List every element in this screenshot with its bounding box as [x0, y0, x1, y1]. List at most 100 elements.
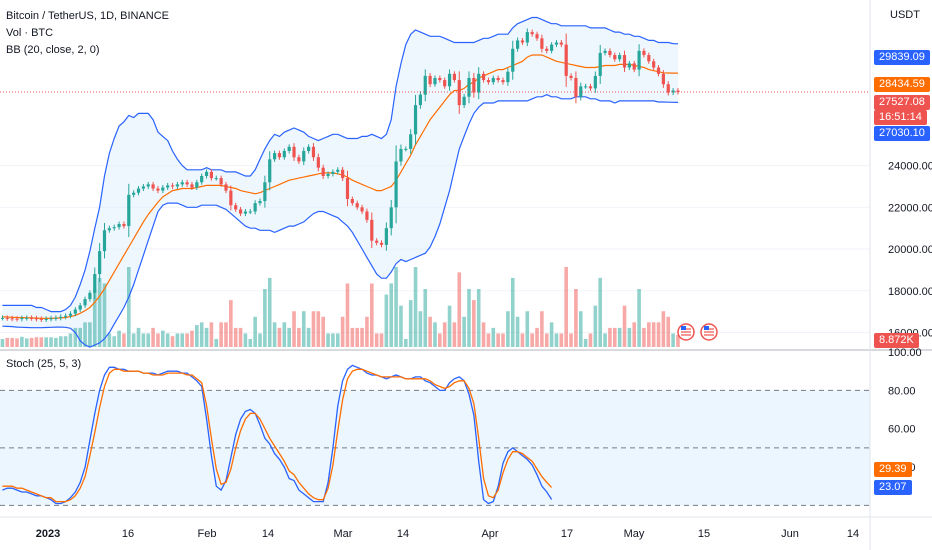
volume-bar: [209, 322, 214, 347]
volume-bar: [122, 333, 126, 347]
volume-bar: [326, 333, 330, 347]
candle-body: [404, 148, 408, 150]
volume-bar: [574, 289, 578, 347]
volume-bar: [63, 336, 68, 347]
candle-body: [170, 185, 175, 187]
volume-bar: [374, 333, 379, 347]
volume-bar: [535, 327, 539, 347]
time-tick-label[interactable]: 15: [698, 528, 710, 540]
time-tick-label[interactable]: Jun: [781, 528, 799, 540]
volume-bar: [496, 333, 500, 347]
candle-body: [151, 184, 155, 189]
time-tick-label[interactable]: 14: [262, 528, 274, 540]
volume-bar: [49, 337, 53, 347]
volume-bar: [195, 325, 199, 347]
candle-body: [481, 73, 486, 81]
volume-bar: [603, 333, 607, 347]
candle-body: [258, 201, 262, 204]
volume-bar: [54, 337, 58, 347]
symbol-legend[interactable]: Bitcoin / TetherUS, 1D, BINANCE: [6, 10, 170, 22]
candle-body: [336, 169, 340, 172]
time-tick-label[interactable]: 2023: [36, 528, 60, 540]
volume-bar: [661, 311, 666, 347]
candle-body: [263, 182, 267, 202]
candle-body: [331, 171, 335, 174]
candle-body: [229, 190, 233, 206]
candle-body: [350, 198, 354, 204]
candle-body: [195, 182, 199, 188]
candle-body: [370, 219, 374, 241]
volume-bar: [199, 322, 204, 347]
volume-bar: [506, 311, 510, 347]
time-axis-labels[interactable]: 2023 16 Feb 14 Mar 14 Apr 17 May 15 Jun 14: [36, 528, 859, 540]
volume-bar: [112, 336, 117, 347]
volume-bar: [253, 316, 257, 347]
candle-body: [627, 63, 631, 68]
candle-body: [34, 318, 39, 320]
candle-body: [5, 317, 9, 319]
volume-bar: [418, 311, 423, 347]
stoch-legend[interactable]: Stoch (25, 5, 3): [6, 358, 82, 370]
volume-bar: [151, 327, 155, 347]
volume-bar: [515, 316, 520, 347]
candle-body: [243, 211, 248, 214]
volume-bar: [481, 322, 486, 347]
candle-body: [554, 42, 559, 45]
bb-lower-tag: 27030.10: [874, 126, 930, 141]
candle-body: [234, 205, 238, 210]
time-tick-label[interactable]: 17: [561, 528, 573, 540]
volume-bar: [642, 327, 646, 347]
candle-body: [496, 77, 500, 81]
time-tick-label[interactable]: May: [624, 528, 645, 540]
bb-legend[interactable]: BB (20, close, 2, 0): [6, 44, 100, 56]
time-tick-label[interactable]: Apr: [481, 528, 498, 540]
volume-bar: [306, 327, 311, 347]
bb-upper-line: [2, 16, 679, 313]
volume-bar: [233, 327, 238, 347]
volume-bar: [520, 333, 525, 347]
candle-body: [83, 299, 87, 306]
time-tick-label[interactable]: 14: [847, 528, 859, 540]
volume-bar: [10, 337, 14, 347]
time-tick-label[interactable]: 16: [122, 528, 134, 540]
volume-bar: [126, 267, 131, 347]
currency-label: USDT: [890, 9, 920, 21]
candle-body: [73, 309, 77, 314]
us-flag-icon[interactable]: [677, 323, 695, 341]
time-tick-label[interactable]: Feb: [198, 528, 217, 540]
candle-body: [321, 167, 325, 177]
volume-bar: [29, 337, 34, 347]
candle-body: [219, 178, 223, 185]
volume-bar: [399, 305, 403, 347]
us-flag-icon[interactable]: [700, 323, 718, 341]
volume-bar: [569, 333, 573, 347]
candle-body: [316, 157, 320, 168]
volume-bar: [656, 322, 661, 347]
time-tick-label[interactable]: Mar: [334, 528, 353, 540]
candle-body: [117, 224, 121, 228]
volume-bar: [68, 333, 73, 347]
volume-bar: [627, 327, 632, 347]
price-tick-label: 18000.00: [888, 286, 932, 298]
volume-bar: [510, 277, 515, 347]
volume-bar: [486, 333, 491, 347]
volume-bar: [258, 333, 262, 347]
candle-body: [146, 184, 150, 187]
volume-bar: [379, 333, 384, 347]
candle-body: [399, 148, 403, 162]
volume-bar: [301, 311, 306, 347]
candle-body: [520, 40, 525, 43]
candle-body: [15, 318, 19, 320]
candle-body: [341, 169, 345, 179]
price-tick-label: 24000.00: [888, 161, 932, 173]
candle-body: [579, 86, 583, 97]
candle-body: [311, 146, 316, 158]
candle-body: [268, 159, 272, 183]
volume-bar: [5, 337, 10, 347]
volume-bar: [433, 322, 437, 347]
volume-bar: [131, 333, 136, 347]
volume-legend[interactable]: Vol · BTC: [6, 27, 54, 39]
time-tick-label[interactable]: 14: [397, 528, 409, 540]
price-tick-label: 20000.00: [888, 244, 932, 256]
